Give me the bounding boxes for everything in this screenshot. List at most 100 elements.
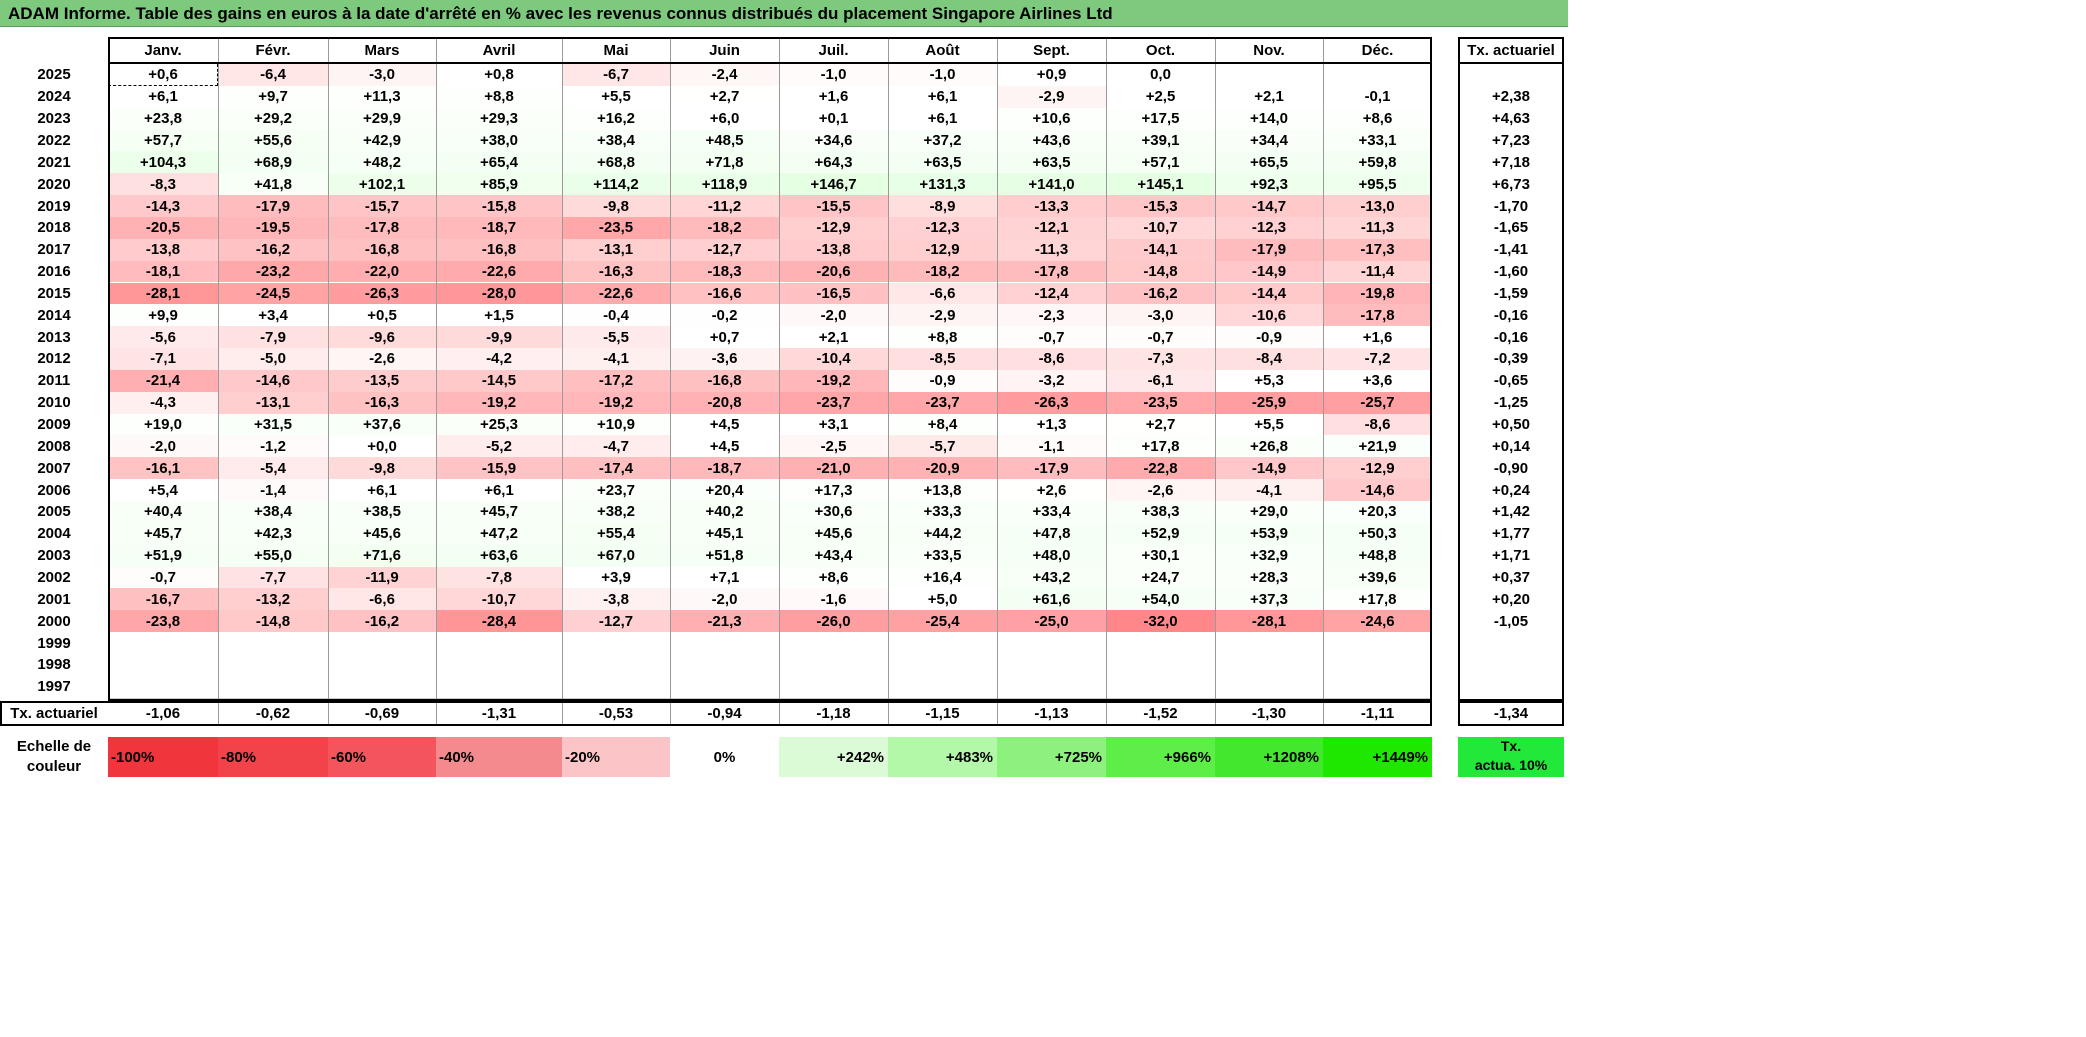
value-cell: -4,1 — [562, 348, 670, 370]
value-cell: +42,9 — [328, 129, 436, 152]
value-cell: +1,6 — [1323, 326, 1432, 349]
value-cell: +114,2 — [562, 173, 670, 196]
value-cell: -16,8 — [436, 238, 562, 261]
value-cell: +38,0 — [436, 129, 562, 152]
value-cell: +37,3 — [1215, 588, 1323, 611]
column-divider — [1215, 37, 1216, 726]
footer-value: -1,11 — [1360, 705, 1395, 722]
footer-value: -1,52 — [1143, 705, 1178, 722]
value-cell: -28,1 — [108, 282, 218, 305]
value-cell: +2,7 — [1106, 413, 1215, 436]
column-header-10: Oct. — [1145, 42, 1176, 59]
value-cell: +51,8 — [670, 544, 779, 567]
value-cell: +17,5 — [1106, 107, 1215, 130]
value-cell: -10,7 — [1106, 216, 1215, 239]
value-cell: -4,3 — [108, 391, 218, 414]
value-cell — [1106, 675, 1215, 698]
value-cell: -0,9 — [1215, 326, 1323, 349]
value-cell: -8,6 — [997, 348, 1106, 370]
value-cell — [1215, 64, 1323, 86]
scale-swatch: +725% — [997, 737, 1106, 777]
year-label: 2007 — [37, 459, 71, 477]
value-cell: +5,3 — [1215, 369, 1323, 392]
scale-tx-line2: actua. 10% — [1474, 757, 1548, 773]
value-cell — [888, 653, 997, 676]
value-cell: +145,1 — [1106, 173, 1215, 196]
value-cell: +55,4 — [562, 522, 670, 545]
value-cell: -16,2 — [218, 238, 328, 261]
value-cell: -1,1 — [997, 435, 1106, 458]
value-cell: -22,8 — [1106, 457, 1215, 480]
footer-value: -0,69 — [364, 705, 400, 722]
value-cell: +0,8 — [436, 64, 562, 86]
row-divider — [108, 697, 1432, 699]
footer-value: -1,31 — [481, 705, 517, 722]
value-cell: -19,5 — [218, 216, 328, 239]
scale-swatch: -40% — [436, 737, 562, 777]
value-cell: -20,8 — [670, 391, 779, 414]
value-cell: +59,8 — [1323, 151, 1432, 174]
value-cell — [670, 675, 779, 698]
value-cell — [218, 632, 328, 654]
value-cell: +5,5 — [1215, 413, 1323, 436]
value-cell: -11,2 — [670, 195, 779, 217]
tx-cell: -1,59 — [1493, 284, 1529, 302]
value-cell: -28,0 — [436, 282, 562, 305]
column-divider — [997, 37, 998, 726]
footer-value: -1,18 — [816, 705, 851, 722]
value-cell: +8,8 — [888, 326, 997, 349]
value-cell: +0,9 — [997, 64, 1106, 86]
value-cell: -9,8 — [562, 195, 670, 217]
value-cell: -14,6 — [1323, 479, 1432, 501]
tx-cell: -0,39 — [1493, 350, 1529, 368]
value-cell: +8,6 — [1323, 107, 1432, 130]
value-cell: +23,8 — [108, 107, 218, 130]
tx-cell — [1458, 676, 1564, 698]
value-cell — [436, 632, 562, 654]
tx-cell: -1,25 — [1493, 394, 1529, 412]
value-cell: +51,9 — [108, 544, 218, 567]
value-cell — [436, 653, 562, 676]
column-header-11: Nov. — [1253, 42, 1285, 59]
value-cell: -16,2 — [1106, 282, 1215, 305]
tx-cell — [1458, 632, 1564, 654]
value-cell: -20,9 — [888, 457, 997, 480]
value-cell: -0,2 — [670, 304, 779, 327]
value-cell: +10,6 — [997, 107, 1106, 130]
tx-cell: -1,41 — [1493, 241, 1529, 259]
value-cell: +0,5 — [328, 304, 436, 327]
value-cell: +29,9 — [328, 107, 436, 130]
scale-swatch: -60% — [328, 737, 436, 777]
value-cell: -6,4 — [218, 64, 328, 86]
column-divider — [779, 37, 780, 726]
tx-cell: -1,65 — [1493, 219, 1529, 237]
value-cell: +55,0 — [218, 544, 328, 567]
column-header-1: Janv. — [144, 42, 182, 59]
value-cell: -13,0 — [1323, 195, 1432, 217]
value-cell: -23,5 — [562, 216, 670, 239]
footer-tx: -1,34 — [1493, 705, 1529, 722]
value-cell: -5,6 — [108, 326, 218, 349]
value-cell: +95,5 — [1323, 173, 1432, 196]
value-cell: -16,7 — [108, 588, 218, 611]
value-cell: -1,6 — [779, 588, 888, 611]
value-cell: -20,5 — [108, 216, 218, 239]
value-cell: -17,8 — [997, 260, 1106, 283]
value-cell: -18,1 — [108, 260, 218, 283]
value-cell: -7,9 — [218, 326, 328, 349]
value-cell: -16,5 — [779, 282, 888, 305]
value-cell: +17,8 — [1323, 588, 1432, 611]
value-cell: -12,9 — [779, 216, 888, 239]
value-cell: -13,8 — [108, 238, 218, 261]
value-cell: +6,1 — [108, 85, 218, 108]
value-cell: +34,4 — [1215, 129, 1323, 152]
value-cell: -19,2 — [436, 391, 562, 414]
value-cell — [1106, 653, 1215, 676]
value-cell: +47,2 — [436, 522, 562, 545]
value-cell: +6,1 — [436, 479, 562, 501]
value-cell: -14,1 — [1106, 238, 1215, 261]
value-cell: +48,8 — [1323, 544, 1432, 567]
value-cell: +64,3 — [779, 151, 888, 174]
column-header-3: Mars — [364, 42, 400, 59]
value-cell: -13,1 — [562, 238, 670, 261]
